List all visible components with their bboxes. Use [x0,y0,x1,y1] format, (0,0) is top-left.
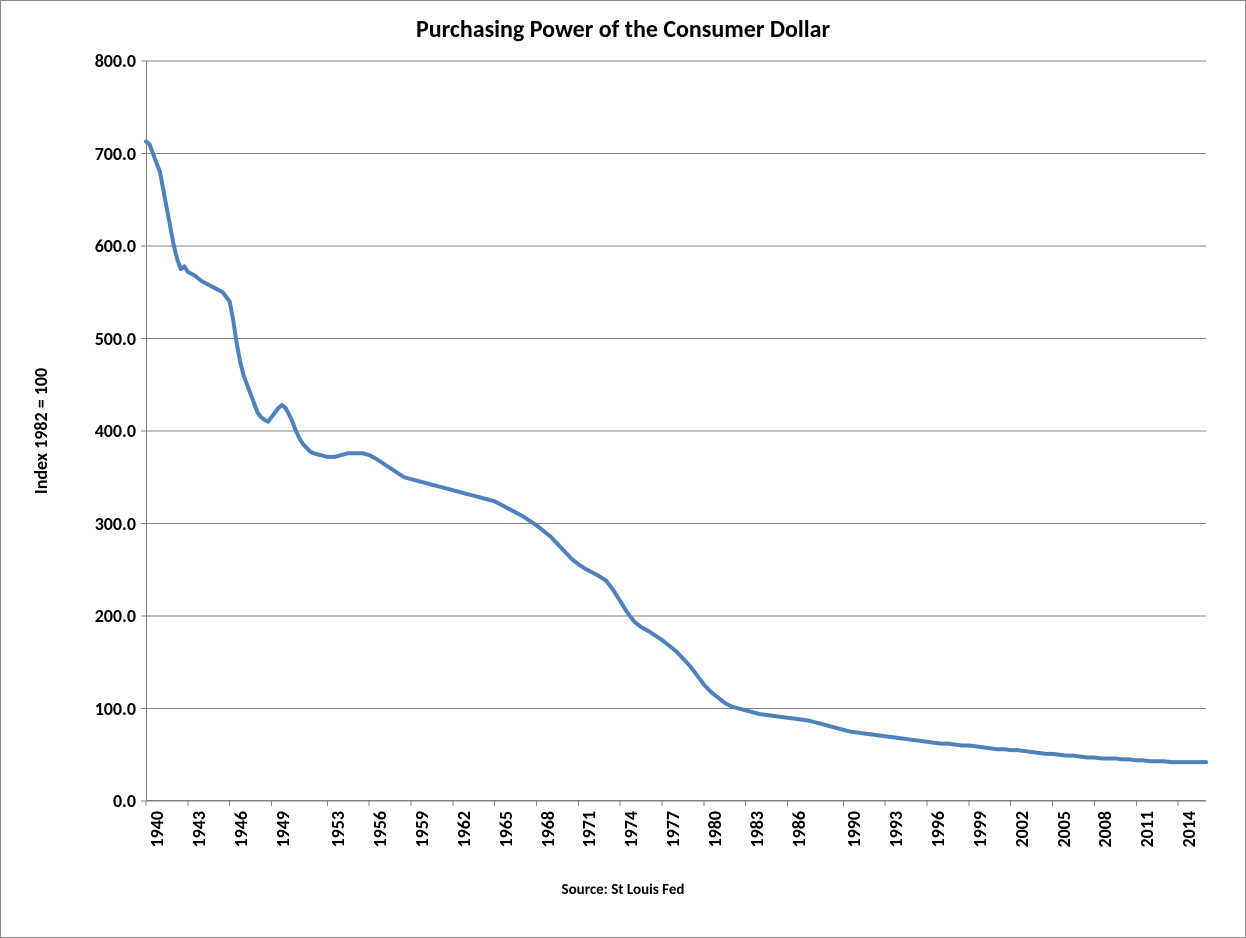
x-tick-label: 2011 [1136,811,1158,861]
x-tick-label: 2014 [1178,811,1200,861]
x-tick-label: 1959 [411,811,433,861]
y-tick-label: 200.0 [95,605,136,627]
x-tick-label: 1993 [885,811,907,861]
source-text: Source: St Louis Fed [1,881,1245,899]
x-tick-label: 1986 [788,811,810,861]
x-tick-label: 1940 [146,811,168,861]
x-tick-label: 1996 [927,811,949,861]
x-tick-label: 1962 [453,811,475,861]
x-tick-label: 2002 [1011,811,1033,861]
y-tick-label: 700.0 [95,143,136,165]
y-tick-label: 100.0 [95,698,136,720]
x-tick-label: 1956 [369,811,391,861]
x-tick-label: 1968 [537,811,559,861]
x-tick-label: 1983 [746,811,768,861]
plot-area [146,61,1206,801]
y-tick-label: 400.0 [95,420,136,442]
y-tick-label: 600.0 [95,235,136,257]
y-tick-label: 0.0 [113,790,136,812]
x-tick-label: 1971 [578,811,600,861]
x-tick-label: 2005 [1053,811,1075,861]
x-tick-label: 1953 [327,811,349,861]
x-tick-label: 1977 [662,811,684,861]
x-tick-label: 1965 [495,811,517,861]
y-axis-label: Index 1982 = 100 [30,368,52,494]
x-tick-label: 1943 [188,811,210,861]
x-tick-label: 1949 [272,811,294,861]
y-tick-label: 300.0 [95,513,136,535]
x-tick-label: 1999 [969,811,991,861]
y-tick-label: 800.0 [95,50,136,72]
x-tick-label: 2008 [1094,811,1116,861]
chart-title: Purchasing Power of the Consumer Dollar [1,15,1245,44]
y-tick-label: 500.0 [95,328,136,350]
x-tick-label: 1990 [843,811,865,861]
x-tick-label: 1946 [230,811,252,861]
x-tick-label: 1980 [704,811,726,861]
chart-frame: Purchasing Power of the Consumer Dollar … [0,0,1246,938]
x-tick-label: 1974 [620,811,642,861]
